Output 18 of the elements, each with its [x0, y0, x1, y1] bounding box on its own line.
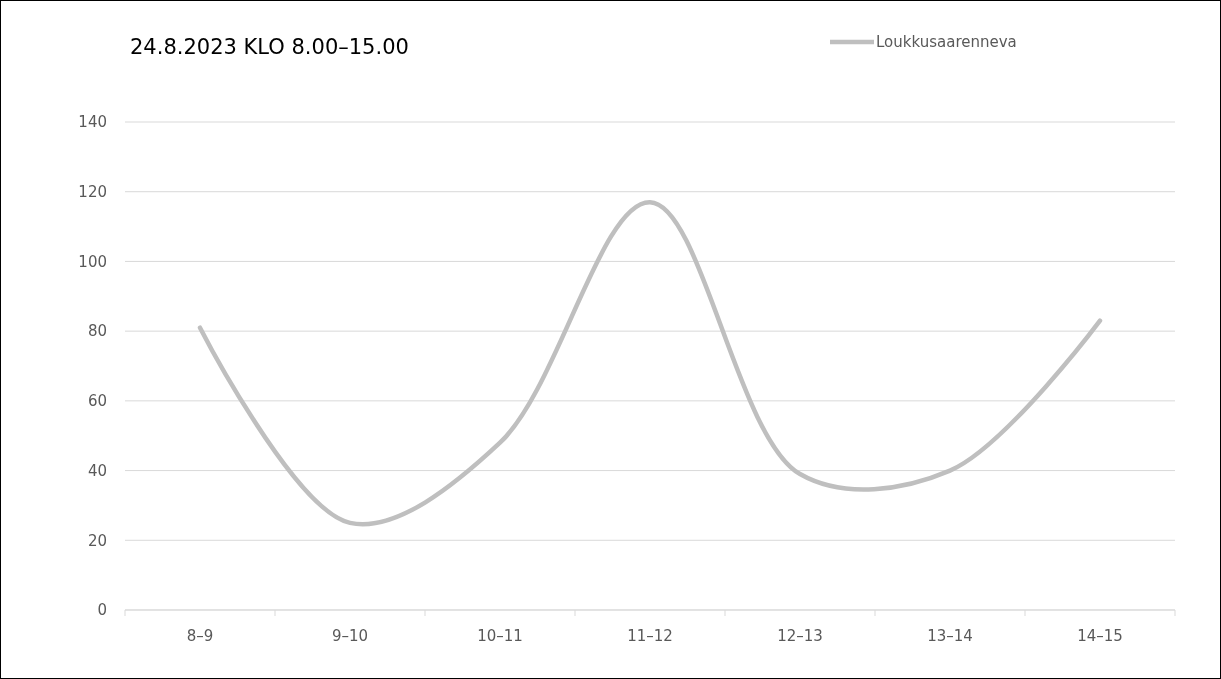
legend-label: Loukkusaarenneva: [876, 33, 1017, 52]
line-series: [197, 199, 1103, 527]
y-tick-label: 80: [87, 322, 107, 341]
x-tick-label: 10–11: [477, 627, 523, 645]
x-tick-label: 11–12: [627, 627, 673, 645]
x-tick-label: 14–15: [1077, 627, 1123, 645]
y-tick-label: 0: [97, 601, 107, 620]
y-tick-label: 40: [87, 461, 107, 480]
x-tick-label: 12–13: [777, 627, 823, 645]
y-tick-label: 60: [87, 392, 107, 411]
y-tick-label: 120: [78, 182, 107, 201]
x-tick-label: 8–9: [186, 627, 214, 645]
y-tick-label: 140: [78, 113, 107, 132]
x-tick-label: 9–10: [331, 627, 369, 645]
y-tick-label: 20: [87, 531, 107, 550]
x-tick-label: 13–14: [927, 627, 973, 645]
y-tick-label: 100: [78, 252, 107, 271]
chart-title: 24.8.2023 KLO 8.00–15.00: [130, 35, 409, 59]
